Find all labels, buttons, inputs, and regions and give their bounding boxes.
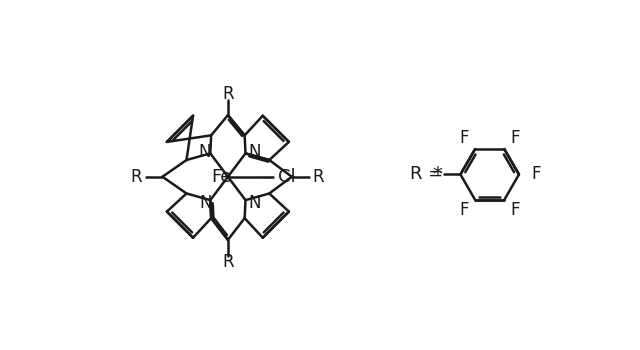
- Text: R: R: [312, 168, 324, 186]
- Text: R: R: [222, 253, 234, 271]
- Text: N: N: [198, 143, 211, 161]
- Text: F: F: [511, 202, 520, 219]
- Text: F: F: [511, 130, 520, 147]
- Text: R =: R =: [410, 166, 444, 183]
- Text: N: N: [248, 194, 261, 212]
- Text: F: F: [460, 202, 469, 219]
- Text: Fe: Fe: [212, 168, 232, 186]
- Text: *: *: [433, 165, 443, 184]
- Text: N: N: [248, 143, 261, 161]
- Text: R: R: [222, 85, 234, 103]
- Text: F: F: [460, 130, 469, 147]
- Text: –: –: [262, 168, 271, 186]
- Text: Cl: Cl: [278, 168, 295, 186]
- Text: N: N: [200, 194, 212, 212]
- Text: F: F: [531, 166, 541, 183]
- Text: R: R: [131, 168, 142, 186]
